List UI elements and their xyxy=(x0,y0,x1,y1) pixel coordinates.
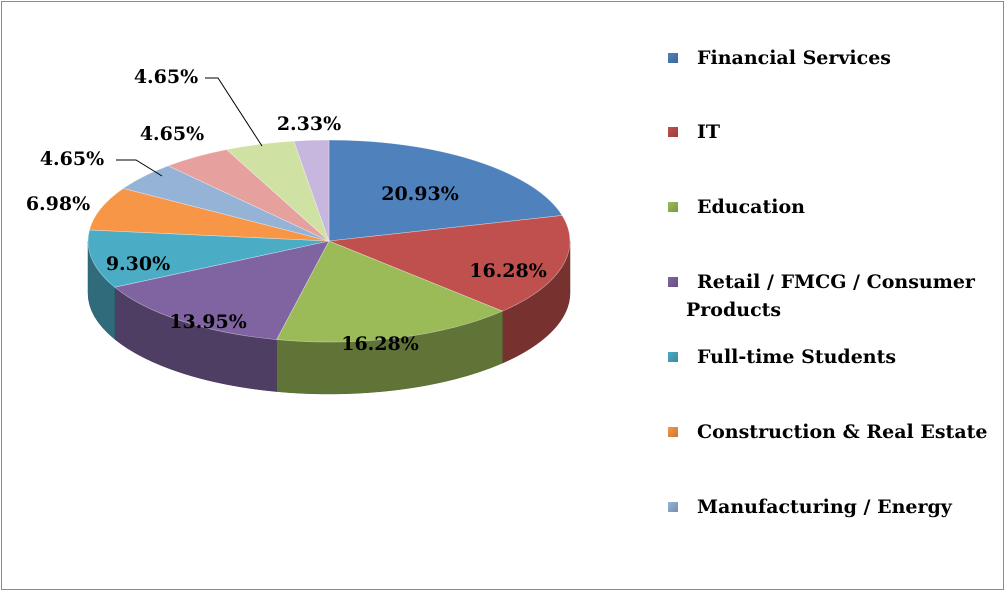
legend-item-2: Education xyxy=(666,193,996,221)
data-label-2: 16.28% xyxy=(341,333,419,355)
legend-swatch xyxy=(668,277,678,287)
legend-label: Education xyxy=(697,196,805,218)
legend-item-0: Financial Services xyxy=(666,44,996,72)
data-label-7: 4.65% xyxy=(140,123,204,145)
pie-slice-2 xyxy=(276,240,504,343)
pie-slice-1 xyxy=(328,215,571,312)
legend-label: Retail / FMCG / Consumer Products xyxy=(686,271,975,321)
data-labels: 20.93% 16.28% 16.28% 13.95% 9.30% 6.98% 4.65% 4… xyxy=(26,66,547,355)
legend-label: Construction & Real Estate xyxy=(697,421,988,443)
legend-item-5: Construction & Real Estate xyxy=(666,418,996,446)
legend-item-1: IT xyxy=(666,118,996,146)
legend-label: Full-time Students xyxy=(697,346,897,368)
legend-swatch xyxy=(668,502,678,512)
data-label-4: 9.30% xyxy=(106,253,170,275)
leader-lines xyxy=(116,77,263,177)
data-label-3: 13.95% xyxy=(169,311,247,333)
pie-sides xyxy=(87,240,571,395)
data-label-5: 6.98% xyxy=(26,193,90,215)
legend-label: Manufacturing / Energy xyxy=(697,496,952,518)
legend-swatch xyxy=(668,352,678,362)
data-label-9: 2.33% xyxy=(277,113,341,135)
pie-slice-5 xyxy=(89,188,330,242)
legend-swatch xyxy=(668,53,678,63)
pie-slice-3 xyxy=(114,240,330,340)
data-label-1: 16.28% xyxy=(469,260,547,282)
legend-item-3: Retail / FMCG / Consumer Products xyxy=(666,268,996,324)
leader-line-6 xyxy=(116,159,163,177)
legend-swatch xyxy=(668,427,678,437)
legend-label: Financial Services xyxy=(697,47,892,69)
pie-tops xyxy=(87,139,571,343)
legend-swatch xyxy=(668,127,678,137)
pie-slice-9 xyxy=(293,139,330,242)
pie-slice-4 xyxy=(87,229,330,288)
data-label-8: 4.65% xyxy=(134,66,198,88)
pie-slice-0 xyxy=(328,139,563,242)
data-label-0: 20.93% xyxy=(381,183,459,205)
leader-line-8 xyxy=(205,77,263,147)
data-label-6: 4.65% xyxy=(40,148,104,170)
legend-label: IT xyxy=(697,121,721,143)
legend-swatch xyxy=(668,202,678,212)
legend-item-4: Full-time Students xyxy=(666,343,996,371)
legend-item-6: Manufacturing / Energy xyxy=(666,493,996,521)
